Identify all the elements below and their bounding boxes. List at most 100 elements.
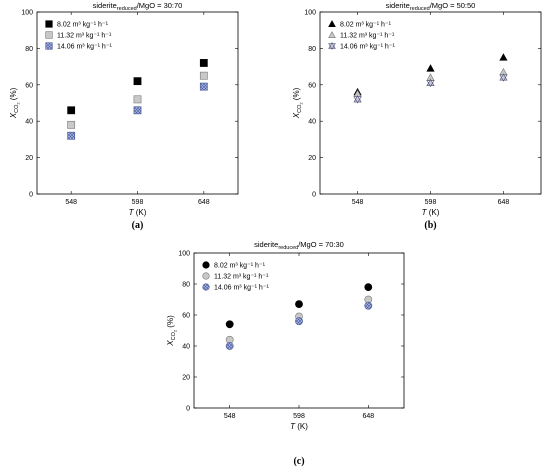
y-axis-label: XCO2 (%) [9,87,21,119]
y-tick-label: 40 [182,344,190,351]
title-subscript: reduced [278,245,298,251]
chart-panel-2: sideritereduced/MgO = 50:50 0 20 40 60 80 100 5… [292,1,542,231]
x-axis-unit: (K) [295,422,308,431]
y-axis-unit: (%) [9,87,18,102]
legend-marker-2 [45,31,53,39]
x-tick-label: 598 [132,199,144,206]
title-ratio: /MgO = 70:30 [298,240,344,249]
data-point-s3-548 [225,342,234,350]
chart-title: sideritereduced/MgO = 30:70 [93,1,183,12]
y-axis-label: XCO2 (%) [292,87,304,119]
title-subscript: reduced [410,6,430,12]
data-point-s3-548 [67,131,76,140]
x-tick-label: 648 [498,199,510,206]
legend-marker-3 [202,283,210,291]
y-tick-label: 100 [21,10,33,17]
data-point-s2-648 [199,71,208,80]
title-main: siderite [254,240,278,249]
x-tick-label: 648 [362,413,374,420]
data-point-s1-648 [199,59,208,67]
x-tick-label: 548 [352,199,364,206]
x-axis-label: T (K) [422,208,440,217]
data-point-s3-648 [199,82,208,91]
data-point-s1-548 [225,320,234,329]
y-axis-variable: X [9,112,18,119]
legend-label-2: 11.32 m³ kg⁻¹ h⁻¹ [57,33,112,40]
x-axis-unit: (K) [427,208,440,217]
x-tick-label: 548 [224,413,236,420]
y-tick-label: 40 [25,119,33,126]
data-point-s1-598 [295,300,303,309]
x-axis-variable: T [290,422,296,431]
y-tick-label: 0 [312,192,316,199]
y-tick-label: 60 [25,82,33,89]
chart-panel-3: sideritereduced/MgO = 70:30 0 20 40 60 80 100 5… [166,240,405,467]
panel-label: (a) [132,220,144,231]
y-axis-unit: (%) [292,87,301,102]
title-main: siderite [93,1,117,10]
y-tick-label: 60 [308,82,316,89]
y-axis-label: XCO2 (%) [166,315,178,347]
chart-panel-1: sideritereduced/MgO = 30:70 0 20 40 60 80 100 5… [9,1,239,231]
y-tick-label: 100 [178,251,190,258]
legend-label-3: 14.06 m³ kg⁻¹ h⁻¹ [340,44,396,51]
legend-label-1: 8.02 m³ kg⁻¹ h⁻¹ [340,22,392,29]
panel-label: (c) [293,456,304,467]
legend-marker-2 [202,272,210,280]
data-point-s1-648 [499,53,508,61]
x-axis-unit: (K) [134,208,147,217]
y-tick-label: 0 [29,192,33,199]
data-point-s1-648 [364,283,373,291]
data-point-s3-598 [426,78,435,88]
y-tick-label: 80 [25,46,33,53]
legend-marker-1 [202,261,210,269]
data-point-s3-648 [364,301,373,310]
chart-title: sideritereduced/MgO = 50:50 [386,1,476,12]
title-main: siderite [386,1,410,10]
y-axis-unit: (%) [166,315,175,330]
data-point-s3-548 [353,95,362,104]
y-axis-variable: X [166,340,175,347]
y-tick-label: 0 [186,406,190,413]
y-tick-label: 20 [308,155,316,162]
y-axis-variable: X [292,112,301,119]
y-tick-label: 80 [308,46,316,53]
data-point-s3-598 [133,106,142,115]
y-tick-label: 80 [182,282,190,289]
legend-marker-1 [328,20,336,27]
legend-label-1: 8.02 m³ kg⁻¹ h⁻¹ [214,263,266,270]
legend-label-2: 11.32 m³ kg⁻¹ h⁻¹ [340,33,395,40]
y-tick-label: 100 [304,10,316,17]
y-axis-subscript: CO [171,331,177,340]
y-tick-label: 20 [25,155,33,162]
chart-title: sideritereduced/MgO = 70:30 [254,240,344,251]
legend-label-3: 14.06 m³ kg⁻¹ h⁻¹ [57,44,113,51]
x-tick-label: 598 [425,199,437,206]
title-ratio: /MgO = 50:50 [430,1,476,10]
legend-marker-3 [328,42,336,50]
legend-label-1: 8.02 m³ kg⁻¹ h⁻¹ [57,22,109,29]
x-tick-label: 648 [198,199,210,206]
x-axis-label: T (K) [290,422,308,431]
y-axis-subsubscript: 2 [173,329,178,332]
data-point-s1-598 [426,64,435,72]
y-axis-subscript: CO [297,104,303,113]
x-tick-label: 598 [293,413,305,420]
legend-marker-2 [328,31,336,38]
legend-label-3: 14.06 m³ kg⁻¹ h⁻¹ [214,285,270,292]
x-axis-variable: T [422,208,428,217]
y-tick-label: 60 [182,313,190,320]
data-point-s1-598 [133,77,142,86]
data-point-s1-548 [67,106,76,115]
y-axis-subsubscript: 2 [299,102,304,105]
data-point-s3-598 [295,317,303,326]
legend-marker-3 [45,42,53,50]
data-point-s3-648 [499,73,508,82]
y-tick-label: 40 [308,119,316,126]
x-axis-variable: T [129,208,135,217]
x-tick-label: 548 [65,199,77,206]
y-axis-subsubscript: 2 [16,102,21,105]
y-axis-subscript: CO [14,104,20,113]
title-ratio: /MgO = 30:70 [137,1,183,10]
